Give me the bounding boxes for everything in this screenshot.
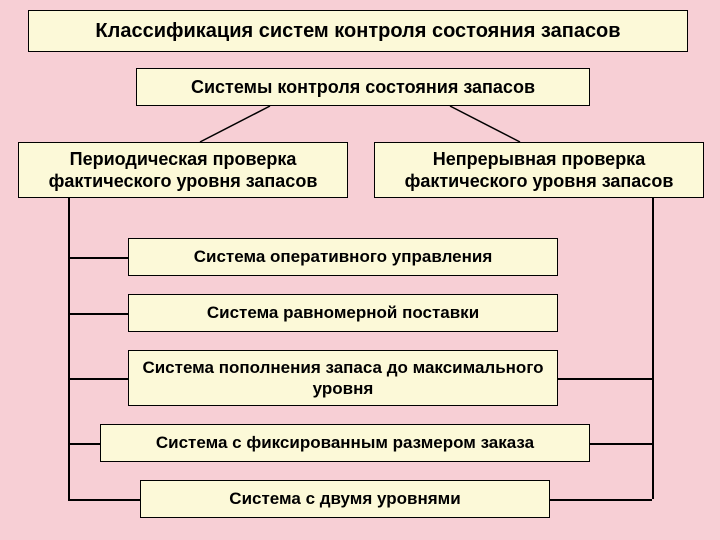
right-trunk [652, 198, 654, 499]
edge-root-right [450, 106, 520, 142]
left-stub-1 [68, 313, 128, 315]
s2-box: Система равномерной поставки [128, 294, 558, 332]
right-text: Непрерывная проверка фактического уровня… [385, 148, 693, 193]
s3-text: Система пополнения запаса до максимально… [139, 357, 547, 400]
right-box: Непрерывная проверка фактического уровня… [374, 142, 704, 198]
right-stub-0 [558, 378, 652, 380]
root-text: Системы контроля состояния запасов [191, 76, 535, 99]
left-stub-3 [68, 443, 100, 445]
s2-text: Система равномерной поставки [207, 302, 479, 323]
left-stub-2 [68, 378, 128, 380]
diagram-canvas: Классификация систем контроля состояния … [0, 0, 720, 540]
right-stub-2 [550, 499, 652, 501]
title-box: Классификация систем контроля состояния … [28, 10, 688, 52]
left-text: Периодическая проверка фактического уров… [29, 148, 337, 193]
s4-text: Система с фиксированным размером заказа [156, 432, 534, 453]
title-text: Классификация систем контроля состояния … [95, 19, 620, 44]
left-box: Периодическая проверка фактического уров… [18, 142, 348, 198]
left-stub-4 [68, 499, 140, 501]
s1-text: Система оперативного управления [194, 246, 493, 267]
s3-box: Система пополнения запаса до максимально… [128, 350, 558, 406]
right-stub-1 [590, 443, 652, 445]
s4-box: Система с фиксированным размером заказа [100, 424, 590, 462]
edge-root-left [200, 106, 270, 142]
root-box: Системы контроля состояния запасов [136, 68, 590, 106]
left-stub-0 [68, 257, 128, 259]
s5-box: Система с двумя уровнями [140, 480, 550, 518]
s1-box: Система оперативного управления [128, 238, 558, 276]
s5-text: Система с двумя уровнями [229, 488, 460, 509]
left-trunk [68, 198, 70, 499]
